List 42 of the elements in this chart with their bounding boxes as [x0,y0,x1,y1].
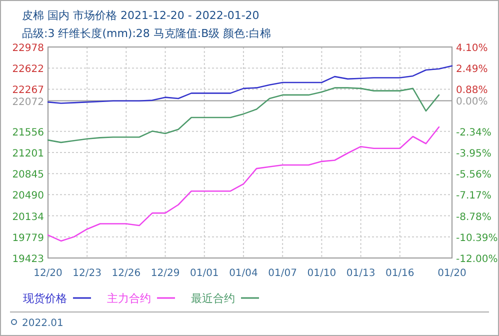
x-tick-label: 01/16 [385,268,414,279]
y-tick-label: 22267 [12,85,44,96]
y2-tick-label: -7.17% [456,190,492,202]
ref-line-label: 22072 [12,96,44,108]
chart-title: 皮棉 国内 市场价格 2021-12-20 - 2022-01-20 [22,9,260,22]
y-tick-label: 22622 [12,64,44,76]
legend-label: 主力合约 [107,292,151,305]
y-tick-label: 20490 [12,190,44,202]
line-series [47,126,440,242]
y-tick-label: 21201 [12,148,44,160]
x-tick-label: 12/26 [112,268,141,279]
x-tick-label: 01/20 [438,268,466,279]
y2-tick-label: -3.95% [456,148,492,160]
y2-tick-label: -2.34% [456,127,492,138]
x-tick-label: 12/29 [150,268,180,279]
y2-tick-label: -5.56% [456,170,492,181]
y2-tick-label: 4.10% [456,43,488,54]
x-tick-label: 01/10 [307,268,336,279]
line-series [47,87,440,144]
x-tick-label: 12/20 [34,268,62,279]
x-tick-label: 12/23 [72,268,102,279]
y2-tick-label: -12.00% [456,254,498,265]
x-tick-label: 01/04 [229,268,258,279]
x-tick-label: 01/07 [268,268,297,279]
y2-tick-label: -10.39% [456,232,498,244]
y2-tick-label: 0.88% [456,85,488,96]
text: 2022.01 [22,318,64,329]
y-tick-label: 20845 [12,170,44,181]
y-tick-label: 19423 [12,254,44,265]
x-tick-label: 01/01 [190,268,219,279]
y2-tick-label: 0.00% [456,96,488,108]
y2-tick-label: 2.49% [456,64,488,76]
y2-tick-label: -8.78% [456,212,492,223]
y-tick-label: 19779 [12,232,44,244]
x-tick-label: 01/13 [346,268,376,279]
y-tick-label: 20134 [12,212,44,223]
y-tick-label: 21556 [12,127,44,138]
y-tick-label: 22978 [12,43,44,54]
chart-subtitle: 品级:3 纤维长度(mm):28 马克隆值:B级 颜色:白棉 [22,27,271,40]
line-series [47,65,453,104]
legend-label: 最近合约 [191,292,235,305]
legend-label: 现货价格 [23,292,67,305]
